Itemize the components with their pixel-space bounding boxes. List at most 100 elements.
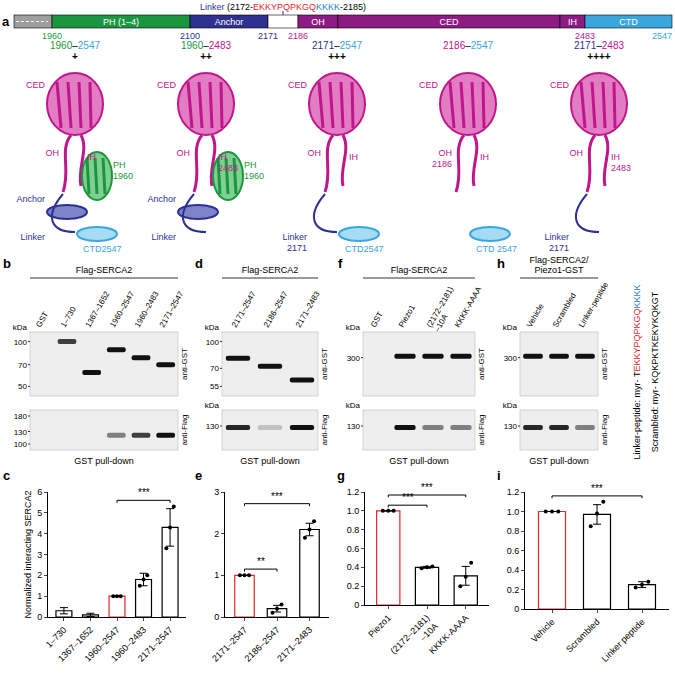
svg-text:0.4: 0.4	[347, 562, 360, 572]
svg-text:g: g	[337, 468, 345, 483]
svg-text:anti-GST: anti-GST	[477, 348, 486, 380]
svg-text:300: 300	[347, 354, 361, 363]
svg-text:0: 0	[354, 600, 359, 610]
svg-text:Linker: Linker	[544, 232, 569, 242]
svg-text:0: 0	[514, 604, 519, 614]
svg-text:2171: 2171	[287, 243, 307, 253]
svg-text:h: h	[497, 256, 505, 271]
svg-text:1.0: 1.0	[347, 506, 360, 516]
svg-text:6: 6	[37, 487, 42, 497]
svg-text:Linker-peptide: Linker-peptide	[577, 280, 610, 329]
svg-text:1.2: 1.2	[507, 487, 520, 497]
svg-text:70: 70	[210, 364, 219, 373]
svg-text:CED: CED	[26, 80, 46, 90]
svg-text:CTD2547: CTD2547	[345, 244, 384, 254]
svg-text:0: 0	[37, 612, 42, 622]
svg-text:1960–2483: 1960–2483	[181, 40, 231, 51]
svg-text:5: 5	[37, 508, 42, 518]
svg-text:***: ***	[402, 492, 414, 503]
svg-text:2171–2483: 2171–2483	[275, 625, 314, 664]
svg-text:Linker: Linker	[282, 232, 307, 242]
svg-text:kDa: kDa	[205, 401, 220, 410]
svg-text:Linker-peptide: myr- TEKKYPQPK: Linker-peptide: myr- TEKKYPQPKGQKKKK	[632, 285, 642, 460]
svg-text:0.6: 0.6	[347, 544, 360, 554]
svg-text:***: ***	[138, 487, 150, 498]
svg-text:130: 130	[14, 428, 28, 437]
svg-text:Linker peptide: Linker peptide	[600, 617, 647, 664]
svg-text:***: ***	[591, 483, 603, 494]
svg-text:50: 50	[18, 382, 27, 391]
svg-text:1960–2483: 1960–2483	[133, 289, 161, 329]
svg-text:0: 0	[214, 612, 219, 622]
svg-text:Anchor: Anchor	[215, 17, 244, 27]
svg-text:anti-Flag: anti-Flag	[180, 414, 189, 445]
svg-text:anti-Flag: anti-Flag	[477, 414, 486, 445]
svg-text:IH: IH	[349, 152, 358, 162]
svg-text:CED: CED	[288, 80, 308, 90]
svg-text:e: e	[195, 468, 202, 483]
svg-text:130: 130	[206, 422, 220, 431]
svg-text:***: ***	[421, 482, 433, 493]
svg-text:kDa: kDa	[346, 401, 361, 410]
svg-text:1–730: 1–730	[59, 305, 78, 329]
svg-text:d: d	[195, 256, 203, 271]
svg-text:Linker: Linker	[151, 232, 176, 242]
svg-text:Flag-SERCA2: Flag-SERCA2	[76, 265, 133, 275]
svg-text:2186: 2186	[432, 159, 452, 169]
svg-text:1960–2547: 1960–2547	[108, 289, 136, 329]
svg-text:OH: OH	[177, 148, 191, 158]
svg-text:Scrambled: myr- KQKPKTKEKYKQKG: Scrambled: myr- KQKPKTKEKYKQKGT	[650, 291, 660, 452]
svg-text:OH: OH	[46, 148, 60, 158]
svg-text:anti-Flag: anti-Flag	[320, 414, 329, 445]
svg-text:0.6: 0.6	[507, 546, 520, 556]
svg-text:PH: PH	[244, 160, 257, 170]
svg-text:0.2: 0.2	[347, 581, 360, 591]
svg-text:IH: IH	[218, 152, 227, 162]
svg-text:Flag-SERCA2: Flag-SERCA2	[391, 265, 448, 275]
svg-text:CED: CED	[439, 17, 459, 27]
svg-text:2171: 2171	[258, 31, 278, 41]
svg-text:PH: PH	[113, 160, 126, 170]
svg-text:Linker (2172-EKKYPQPKGQKKKK-21: Linker (2172-EKKYPQPKGQKKKK-2185)	[200, 2, 366, 12]
svg-text:Piezo1: Piezo1	[397, 303, 417, 329]
svg-text:2171–2547: 2171–2547	[158, 289, 186, 329]
svg-text:i: i	[497, 468, 501, 483]
svg-text:100: 100	[14, 338, 28, 347]
svg-text:OH: OH	[311, 17, 325, 27]
svg-text:2171–2547: 2171–2547	[210, 625, 249, 664]
svg-text:Anchor: Anchor	[16, 194, 45, 204]
svg-text:***: ***	[271, 491, 283, 502]
svg-text:3: 3	[214, 487, 219, 497]
svg-text:Piezo1: Piezo1	[366, 613, 393, 640]
svg-text:OH: OH	[308, 148, 322, 158]
svg-text:++++: ++++	[587, 51, 611, 62]
svg-text:IH: IH	[87, 152, 96, 162]
svg-text:++: ++	[200, 51, 212, 62]
svg-text:kDa: kDa	[346, 323, 361, 332]
svg-text:130: 130	[504, 422, 518, 431]
svg-text:0.8: 0.8	[347, 525, 360, 535]
svg-text:CTD: CTD	[619, 17, 638, 27]
svg-text:3: 3	[37, 550, 42, 560]
svg-text:100: 100	[14, 440, 28, 449]
svg-text:OH: OH	[570, 148, 584, 158]
svg-text:Vehicle: Vehicle	[525, 302, 546, 329]
svg-text:2171–2547: 2171–2547	[230, 289, 258, 329]
svg-text:2: 2	[214, 529, 219, 539]
svg-text:1367–1652: 1367–1652	[56, 625, 95, 664]
svg-text:PH (1–4): PH (1–4)	[103, 17, 139, 27]
svg-text:2186: 2186	[288, 31, 308, 41]
svg-text:Anchor: Anchor	[147, 194, 176, 204]
svg-text:Vehicle: Vehicle	[529, 617, 557, 645]
svg-text:Flag-SERCA2: Flag-SERCA2	[242, 265, 299, 275]
svg-text:c: c	[3, 468, 10, 483]
svg-text:f: f	[338, 256, 343, 271]
svg-text:kDa: kDa	[503, 323, 518, 332]
svg-text:130: 130	[347, 422, 361, 431]
svg-text:0.8: 0.8	[507, 526, 520, 536]
svg-text:b: b	[3, 256, 11, 271]
svg-text:2: 2	[37, 570, 42, 580]
svg-text:GST pull-down: GST pull-down	[240, 456, 299, 466]
svg-text:GST pull-down: GST pull-down	[529, 456, 588, 466]
svg-text:kDa: kDa	[503, 401, 518, 410]
